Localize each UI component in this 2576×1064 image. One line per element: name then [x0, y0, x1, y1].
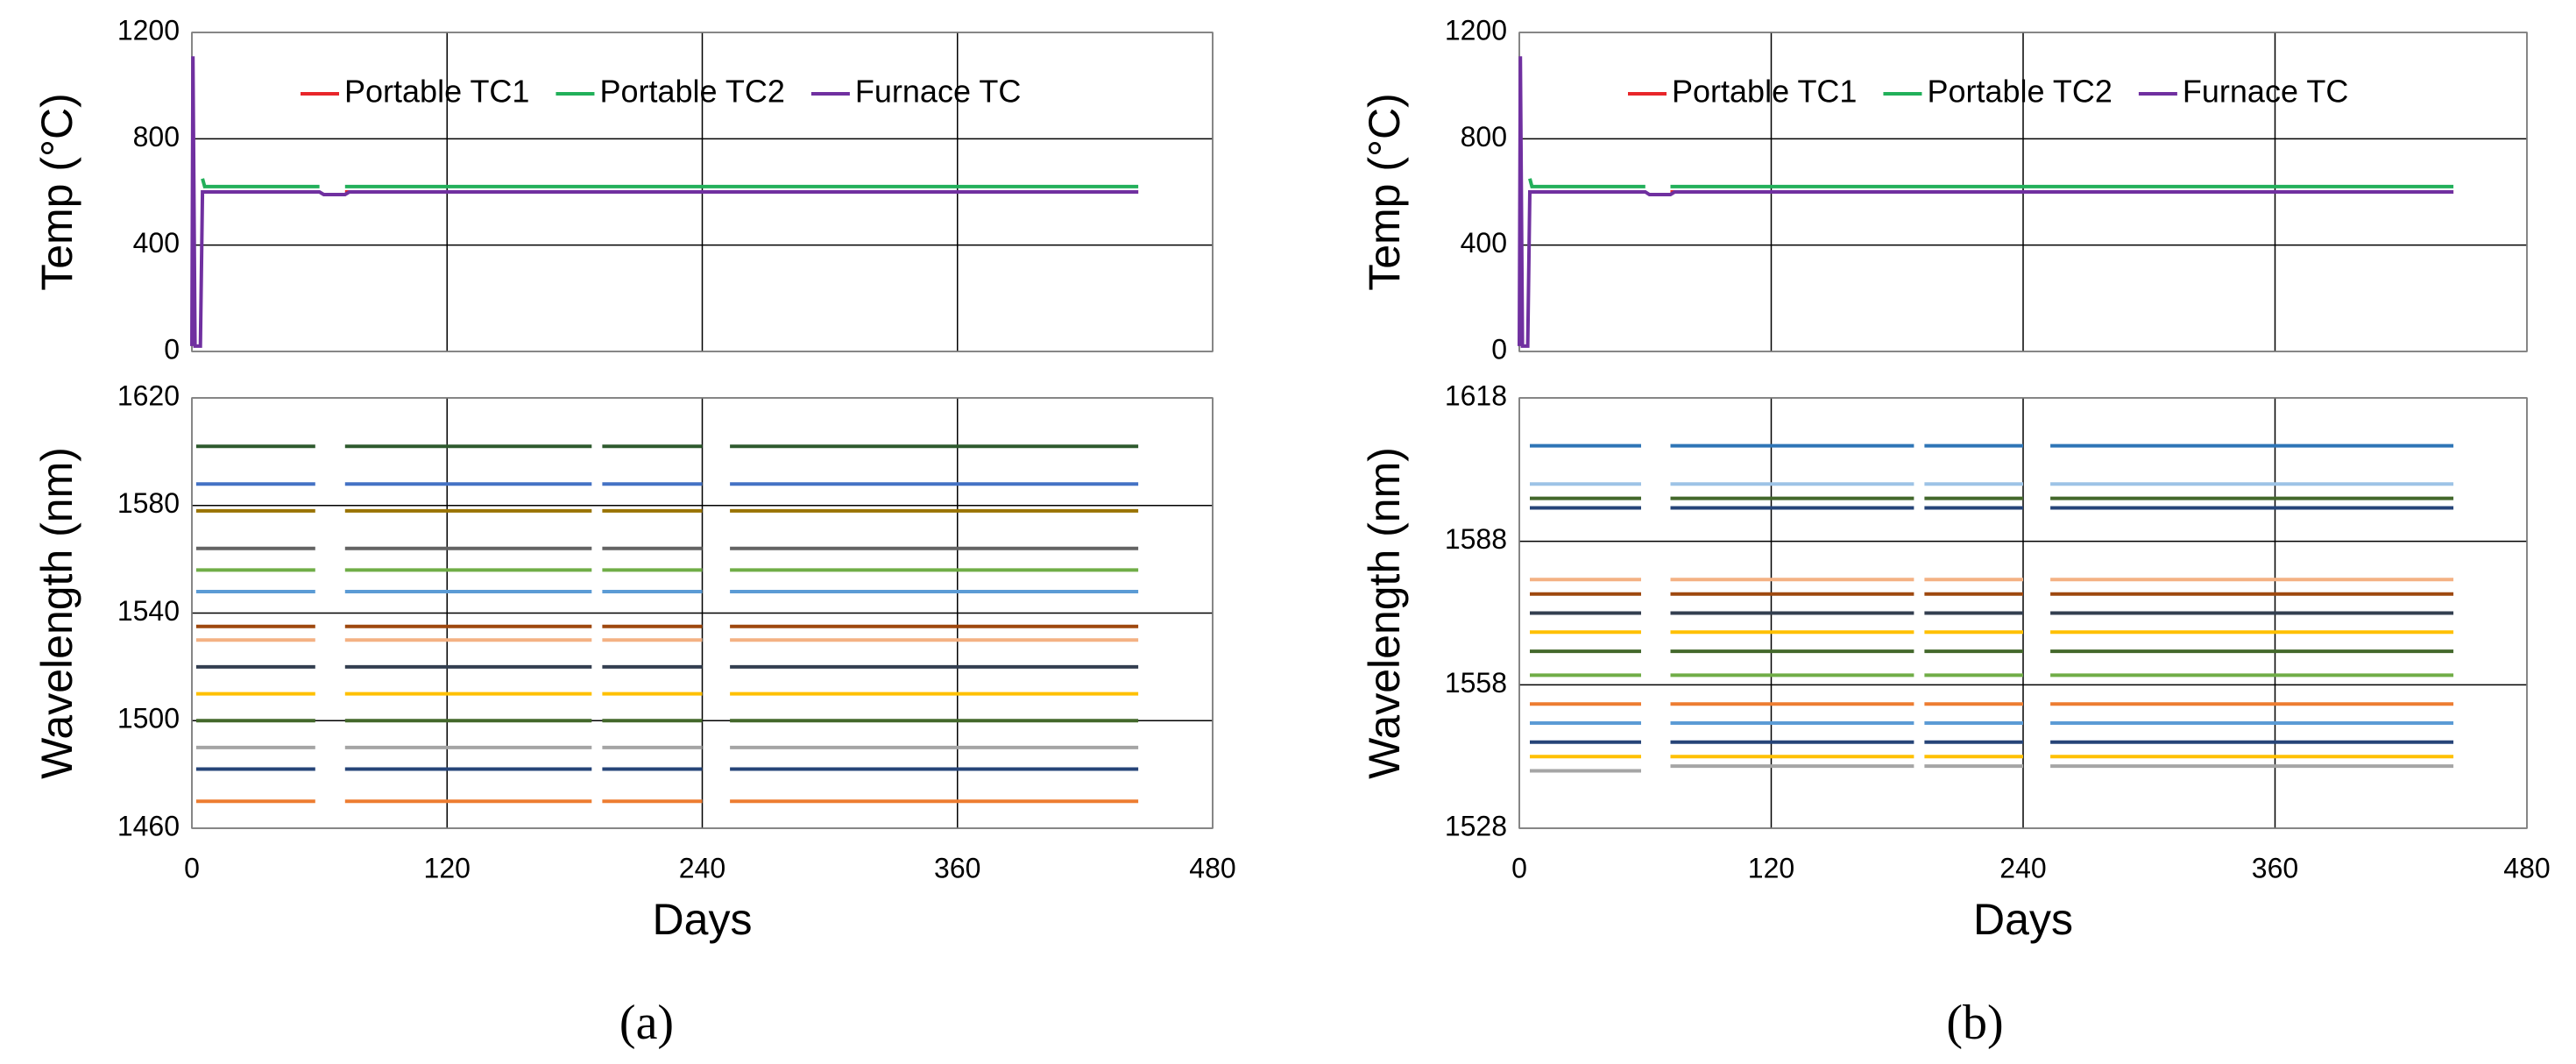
y-tick-label: 1558: [1445, 667, 1507, 699]
x-tick-label: 360: [2252, 852, 2298, 883]
y-axis-label: Wavelength (nm): [1360, 447, 1409, 779]
legend-label: Portable TC1: [344, 74, 529, 110]
y-axis-label: Wavelength (nm): [32, 447, 81, 779]
y-tick-label: 400: [1461, 227, 1507, 259]
y-tick-label: 1460: [117, 810, 180, 841]
y-tick-label: 1500: [117, 703, 180, 734]
x-tick-label: 240: [679, 852, 725, 883]
x-tick-label: 480: [1189, 852, 1235, 883]
legend-label: Portable TC2: [1927, 74, 2112, 110]
series-line: [190, 56, 1139, 348]
panel-label: (a): [619, 996, 674, 1050]
y-tick-label: 1620: [117, 379, 180, 411]
series-line: [1518, 56, 2454, 348]
x-tick-label: 480: [2503, 852, 2550, 883]
x-tick-label: 120: [1748, 852, 1794, 883]
series-line: [1530, 764, 2454, 773]
y-axis-label: Temp (°C): [1360, 93, 1409, 291]
y-tick-label: 1540: [117, 595, 180, 627]
legend-label: Furnace TC: [855, 74, 1021, 110]
x-axis-label: Days: [1973, 895, 2073, 944]
y-tick-label: 400: [133, 227, 180, 259]
legend-label: Furnace TC: [2183, 74, 2348, 110]
y-tick-label: 800: [1461, 121, 1507, 153]
series-line: [201, 178, 1139, 188]
x-axis-label: Days: [653, 895, 753, 944]
y-tick-label: 0: [164, 333, 180, 365]
legend-label: Portable TC2: [599, 74, 784, 110]
y-axis-label: Temp (°C): [32, 93, 81, 291]
x-tick-label: 0: [184, 852, 200, 883]
y-tick-label: 1588: [1445, 523, 1507, 555]
legend-label: Portable TC1: [1672, 74, 1857, 110]
series-line: [1528, 178, 2454, 188]
plot-frame: [1518, 397, 2528, 829]
y-tick-label: 1200: [117, 14, 180, 46]
y-tick-label: 1200: [1445, 14, 1507, 46]
y-tick-label: 1528: [1445, 810, 1507, 841]
plot-frame: [191, 397, 1214, 829]
y-tick-label: 0: [1491, 333, 1507, 365]
x-tick-label: 0: [1511, 852, 1527, 883]
y-tick-label: 1618: [1445, 379, 1507, 411]
x-tick-label: 360: [934, 852, 980, 883]
x-tick-label: 120: [424, 852, 471, 883]
y-tick-label: 1580: [117, 487, 180, 519]
panel-label: (b): [1946, 996, 2003, 1050]
y-tick-label: 800: [133, 121, 180, 153]
x-tick-label: 240: [1999, 852, 2046, 883]
